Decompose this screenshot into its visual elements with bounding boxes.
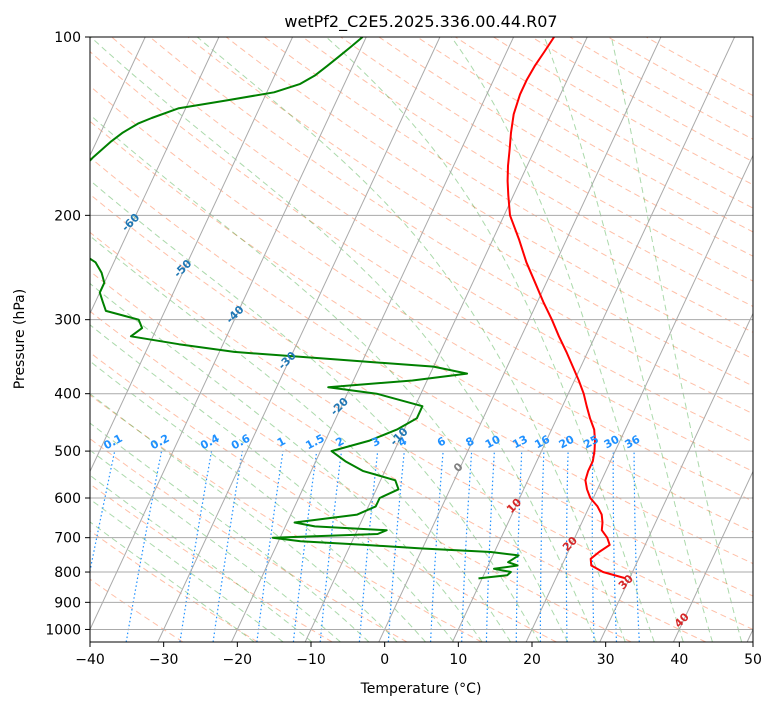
mixing-ratio-line [256,451,284,642]
moist-adiabat [196,37,626,642]
dry-adiabat [187,37,753,387]
y-tick-label: 300 [54,313,81,329]
y-tick-label: 400 [54,387,81,403]
isotherm [673,470,753,642]
moist-adiabat [90,324,455,642]
y-tick-label: 500 [54,444,81,460]
mixing-ratio-label: 20 [557,433,577,452]
temperature-profile-line [506,37,627,580]
y-tick-label: 900 [54,595,81,611]
dry-adiabat [225,37,753,360]
isotherm-label: -80 [15,119,38,142]
y-tick-label: 200 [54,208,81,224]
mixing-ratio-line [358,451,379,642]
x-tick-label: 10 [449,652,467,668]
dry-adiabat [264,37,753,333]
chart-title: wetPf2_C2E5.2025.336.00.44.R07 [284,12,557,32]
y-tick-label: 800 [54,565,81,581]
x-tick-label: 0 [380,652,389,668]
x-tick-label: −10 [296,652,326,668]
isotherm [525,154,753,642]
isotherm [231,37,515,642]
moist-adiabat [610,37,743,642]
isotherm [90,37,367,631]
moist-adiabat [90,179,540,642]
isotherm [90,37,146,157]
x-axis: −40 −30 −20 −10 0 10 20 30 40 50 [75,642,762,668]
moist-adiabat [90,37,597,642]
background-lines [0,37,753,642]
x-tick-label: 50 [744,652,762,668]
plot-area [90,37,753,642]
plot-frame [89,36,754,643]
profile-lines [90,37,627,580]
dry-adiabat [111,37,753,443]
y-tick-label: 700 [54,531,81,547]
dry-adiabat [90,483,333,642]
dry-adiabat [90,270,707,642]
y-axis: 100 200 300 400 500 600 700 800 900 1000 [45,30,90,638]
mixing-ratio-line [212,450,243,642]
dry-adiabat [90,530,258,642]
x-tick-label: 40 [670,652,688,668]
moist-adiabat [543,37,713,642]
mixing-ratio-line [387,451,405,642]
moist-adiabat [90,422,370,642]
y-tick-label: 100 [54,30,81,46]
mixing-ratio-label: 30 [602,433,622,452]
moist-adiabat [90,474,313,642]
isotherm [0,37,72,642]
mixing-ratio-label: 25 [581,433,601,452]
mixing-ratio-label: 10 [483,433,503,452]
moist-adiabat [90,235,512,642]
moist-adiabat [90,360,426,642]
mixing-ratio-line [319,451,343,642]
moist-adiabat [90,449,341,642]
dry-adiabat [90,351,557,642]
moist-adiabat [90,282,483,642]
mixing-ratio-label: 16 [532,433,552,452]
isotherm [157,37,441,642]
y-tick-label: 600 [54,491,81,507]
dewpoint-profile-line [90,37,520,580]
y-tick-label: 1000 [45,622,81,638]
dry-adiabat [90,231,753,630]
isotherm [90,37,220,315]
mixing-ratio-label: 36 [623,433,643,452]
moist-adiabat [325,37,655,642]
x-tick-label: −20 [223,652,253,668]
dry-adiabat [90,394,482,642]
mixing-ratio-label: 13 [510,433,530,452]
dry-adiabat [90,193,753,597]
x-tick-label: 30 [597,652,615,668]
y-axis-label: Pressure (hPa) [12,289,28,389]
moist-adiabat [450,37,684,642]
x-tick-label: 20 [523,652,541,668]
isotherm [304,37,588,642]
x-axis-label: Temperature (°C) [360,681,482,697]
dry-adiabat [90,50,753,472]
dry-adiabat [149,37,753,415]
mixing-ratio-line [292,451,318,642]
isotherm-label: -70 [67,165,90,188]
x-tick-label: −40 [75,652,105,668]
isotherm [378,37,662,642]
isotherm [452,37,736,642]
isotherm [599,312,753,642]
dry-adiabat [90,310,632,642]
x-tick-label: −30 [149,652,179,668]
